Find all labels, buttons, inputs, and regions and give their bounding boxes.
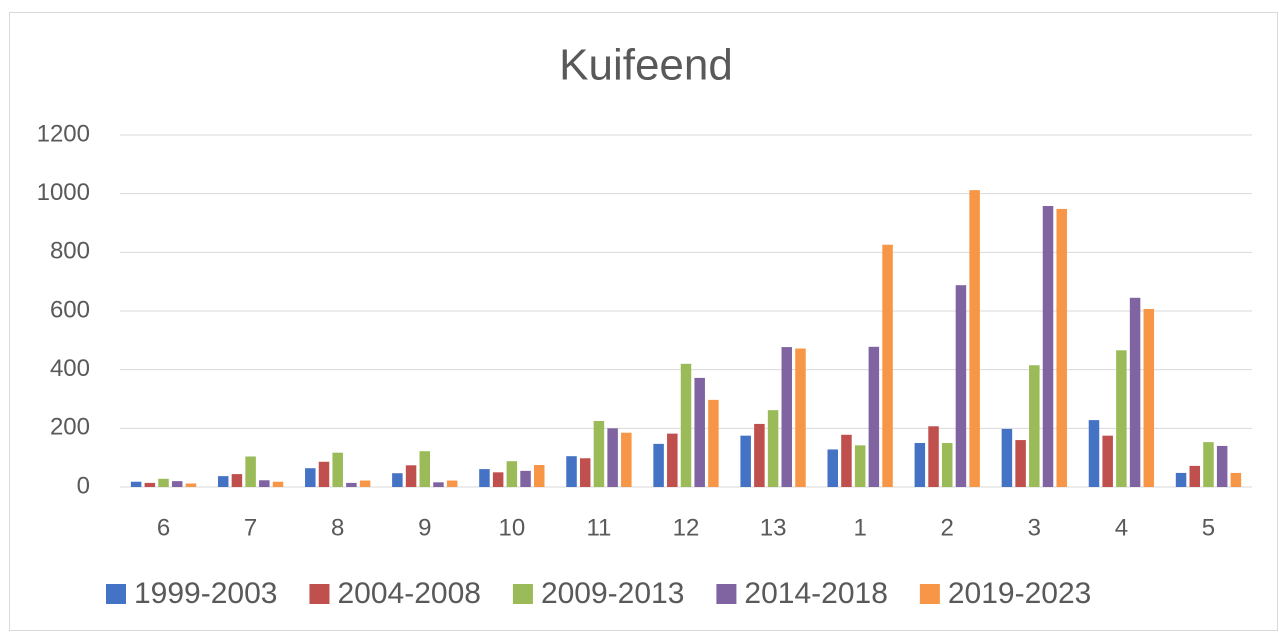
bar: [1088, 420, 1100, 487]
x-tick-label: 3: [1028, 514, 1041, 541]
x-tick-label: 7: [244, 514, 257, 541]
bar: [1102, 435, 1113, 487]
bar: [694, 377, 705, 487]
bar: [332, 452, 343, 487]
bar: [359, 480, 371, 487]
y-tick-label: 1200: [37, 120, 90, 147]
x-tick-label: 12: [673, 514, 700, 541]
x-tick-label: 8: [331, 514, 344, 541]
bar: [259, 480, 270, 487]
bar: [433, 482, 444, 487]
bar: [607, 428, 618, 487]
bar: [231, 474, 243, 487]
bar: [854, 445, 866, 487]
x-tick-label: 11: [586, 514, 611, 541]
bar: [419, 451, 431, 487]
bar: [1116, 350, 1127, 487]
bar: [621, 432, 632, 487]
legend-swatch: [919, 584, 940, 604]
bar: [566, 456, 577, 487]
bar: [1042, 205, 1054, 487]
bar: [492, 472, 504, 487]
bar: [754, 423, 765, 487]
bar: [680, 363, 692, 487]
bar: [346, 482, 357, 487]
bar: [667, 433, 678, 487]
bar: [171, 481, 183, 487]
bar: [1056, 208, 1067, 488]
bar: [533, 465, 545, 487]
legend-swatch: [106, 584, 126, 604]
bar: [1143, 308, 1155, 487]
bar: [914, 443, 926, 487]
bar: [245, 456, 256, 487]
bar: [1015, 440, 1026, 487]
x-tick-label: 1: [853, 514, 866, 541]
x-tick-label: 13: [760, 514, 787, 541]
bar: [955, 285, 967, 487]
bar: [446, 480, 458, 487]
bar: [1230, 472, 1242, 487]
x-tick-label: 4: [1115, 514, 1128, 541]
bar: [1216, 445, 1228, 487]
bar: [781, 347, 793, 487]
bar: [579, 458, 591, 487]
bar: [405, 465, 417, 487]
bar: [827, 449, 839, 487]
bar: [740, 435, 751, 487]
bar: [1189, 465, 1201, 487]
bar: [479, 469, 490, 487]
x-tick-label: 2: [941, 514, 954, 541]
bar: [882, 244, 893, 487]
bar: [1029, 365, 1040, 487]
legend-label: 2019-2023: [948, 577, 1091, 610]
bar: [158, 478, 169, 487]
bar: [593, 421, 605, 487]
bar: [520, 470, 531, 487]
chart-title: Kuifeend: [559, 41, 733, 90]
bar: [841, 434, 852, 487]
bar: [653, 443, 664, 487]
bar: [1001, 428, 1013, 487]
bar: [708, 399, 719, 487]
bar: [795, 348, 806, 487]
bar: [969, 190, 980, 487]
bar: [941, 443, 953, 487]
bar: [272, 481, 284, 487]
y-tick-label: 400: [50, 355, 90, 382]
y-tick-label: 1000: [37, 179, 90, 206]
bar: [1129, 297, 1141, 487]
bar: [392, 473, 403, 487]
x-tick-label: 6: [157, 514, 170, 541]
legend-label: 2014-2018: [744, 577, 887, 610]
bar: [767, 410, 779, 487]
bar: [305, 468, 316, 487]
y-tick-label: 200: [50, 414, 90, 441]
x-tick-label: 9: [418, 514, 431, 541]
legend-swatch: [309, 584, 330, 604]
y-tick-label: 600: [50, 296, 90, 323]
bar: [318, 461, 330, 487]
legend-label: 2009-2013: [541, 577, 684, 610]
legend-label: 1999-2003: [134, 577, 277, 610]
bar: [1175, 472, 1187, 487]
x-tick-label: 10: [498, 514, 525, 541]
bar: [928, 426, 939, 487]
x-tick-label: 5: [1202, 514, 1215, 541]
legend-swatch: [512, 584, 533, 604]
bar: [130, 481, 142, 487]
bar: [185, 483, 197, 487]
y-tick-label: 0: [77, 472, 90, 499]
chart-border: [9, 12, 1278, 631]
bar: [506, 461, 518, 487]
bar: [1203, 442, 1214, 487]
legend-swatch: [716, 584, 737, 604]
bar: [144, 482, 156, 487]
y-tick-label: 800: [50, 238, 90, 265]
bar: [868, 346, 880, 487]
bar: [217, 476, 229, 487]
legend-label: 2004-2008: [337, 577, 480, 610]
